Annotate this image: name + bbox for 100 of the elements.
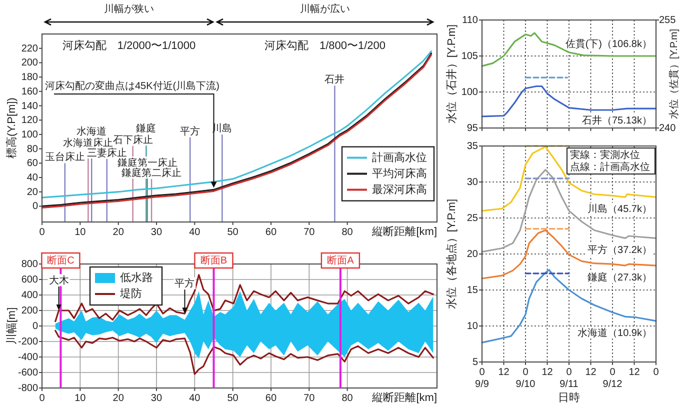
- y-axis-title: 水位（各地点）[Y.P.m]: [444, 198, 458, 310]
- x-tick-label: 12: [498, 366, 510, 378]
- x-tick-label: 80: [342, 392, 354, 404]
- y-tick-label: 20: [466, 248, 478, 260]
- x-tick-label: 50: [227, 392, 239, 404]
- ref-line-label: 石下床止: [112, 134, 153, 146]
- x-tick-label: 12: [542, 366, 554, 378]
- x-tick-label: 30: [150, 226, 162, 238]
- y-tick-label: 800: [21, 258, 38, 270]
- y-tick-label: 200: [21, 57, 38, 68]
- x-tick-label: 20: [112, 226, 124, 238]
- y-tick-label: -800: [18, 382, 38, 394]
- y-tick-label: 400: [21, 290, 38, 301]
- x-tick-label: 70: [304, 226, 316, 238]
- y-tick-label: 0: [32, 320, 38, 332]
- y-axis-title: 川幅[m]: [4, 307, 18, 345]
- text: 川幅が広い: [300, 2, 350, 15]
- line-series: [54, 330, 434, 375]
- y-tick-label: 35: [466, 140, 478, 152]
- ref-line-label: 断面C: [47, 254, 74, 266]
- y-tick-label: 100: [21, 129, 38, 140]
- legend-label: 平均河床高: [372, 166, 427, 180]
- y-tick-label: 220: [21, 42, 38, 54]
- ref-line-label: 三妻床止: [86, 146, 127, 158]
- ref-line-label: 断面A: [327, 254, 354, 266]
- y-tick-label: -600: [18, 367, 38, 378]
- ref-line-label: 水海道: [76, 124, 107, 137]
- x-tick-label: 0: [653, 366, 660, 378]
- x-tick-label: 0 9/9: [475, 366, 490, 390]
- annotation: 平方: [174, 277, 195, 290]
- ref-line-label: 石井: [324, 73, 345, 86]
- y-tick-label: -200: [18, 336, 38, 348]
- series-label: 川島（45.7k）: [588, 202, 652, 215]
- x-tick-label: 0 9/10: [516, 366, 536, 390]
- x-tick-label: 0 9/12: [602, 366, 623, 390]
- y-tick-label: 15: [466, 284, 478, 296]
- x-tick-label: 0 9/11: [560, 366, 579, 390]
- text: 川幅が狭い: [104, 2, 154, 15]
- x-tick-label: 0: [39, 392, 46, 404]
- ref-line-label: 鎌庭第一床止: [117, 156, 178, 169]
- y-tick-label: 110: [462, 14, 478, 26]
- y-tick-label: 25: [466, 212, 478, 224]
- legend-label: 堤防: [119, 286, 142, 300]
- y-tick-label: 40: [26, 172, 38, 184]
- y-tick-label: 120: [21, 114, 38, 126]
- y-tick-label: 0: [32, 200, 38, 212]
- y-tick-label: 20: [26, 186, 38, 198]
- y-tick-label: 600: [21, 274, 38, 286]
- y-tick-label: 80: [26, 143, 38, 154]
- ref-line-label: 玉台床止: [44, 150, 85, 163]
- annotation: 大木: [48, 274, 69, 286]
- x-tick-label: 20: [112, 392, 124, 404]
- x-tick-label: 10: [74, 392, 86, 404]
- legend-label: 最深河床高: [372, 182, 427, 196]
- annotation: 実線：実測水位: [570, 148, 640, 161]
- series-label: 石井（75.13k）: [582, 114, 652, 126]
- x-tick-label: 60: [265, 226, 277, 238]
- y-tick-label: 160: [21, 86, 38, 98]
- x-tick-label: 12: [585, 366, 597, 378]
- series-label: 佐貫(下)（106.8k）: [565, 38, 652, 50]
- x-tick-label: 30: [150, 392, 162, 404]
- series-label: 水海道（10.9k）: [578, 326, 652, 339]
- x-tick-label: 10: [74, 226, 86, 238]
- y-axis-title: 水位（石井）[Y.P.m]: [444, 24, 458, 124]
- x-axis-title: 縦断距離[km]: [371, 390, 437, 404]
- x-tick-label: 50: [227, 226, 239, 238]
- x-tick-label: 70: [304, 392, 316, 404]
- y-axis-title: 標高(Y.P[m]): [4, 98, 18, 158]
- x-axis-title: 縦断距離[km]: [371, 224, 437, 238]
- y-tick-label: 105: [461, 50, 478, 62]
- x-tick-label: 40: [189, 226, 201, 238]
- ref-line-label: 断面B: [200, 254, 228, 266]
- x-tick-label: 60: [265, 392, 277, 404]
- y2-tick-label: 240: [659, 122, 676, 134]
- y-tick-label: 60: [26, 158, 38, 169]
- x-axis-title: 日時: [558, 390, 580, 404]
- annotation: 河床勾配 1/2000〜1/1000: [62, 38, 196, 52]
- y-tick-label: 95: [466, 122, 478, 134]
- y-tick-label: 200: [21, 305, 38, 316]
- annotation: 河床勾配 1/800〜1/200: [264, 38, 386, 52]
- ref-line-label: 鎌庭第二床止: [122, 166, 182, 179]
- annotation: 河床勾配の変曲点は45K付近(川島下流): [45, 80, 220, 92]
- legend-label: 計画高水位: [372, 150, 427, 164]
- y2-axis-title: 水位（佐貫）[Y.P.m]: [668, 28, 680, 120]
- y-tick-label: 5: [472, 356, 478, 368]
- y-tick-label: 140: [21, 100, 38, 112]
- y-tick-label: -400: [18, 352, 38, 363]
- x-tick-label: 12: [628, 366, 640, 378]
- x-tick-label: 40: [189, 392, 201, 404]
- legend-label: 低水路: [120, 270, 153, 284]
- y2-tick-label: 255: [659, 14, 676, 26]
- y-tick-label: 180: [21, 72, 38, 83]
- series-label: 平方（37.2k）: [588, 244, 652, 256]
- x-tick-label: 80: [342, 226, 354, 238]
- annotation: 点線：計画高水位: [570, 160, 650, 173]
- y-tick-label: 10: [466, 320, 478, 332]
- series-label: 鎌庭（27.3k）: [588, 271, 652, 284]
- y-tick-label: 30: [466, 176, 478, 188]
- x-tick-label: 0: [39, 226, 46, 238]
- ref-line-label: 鎌庭: [136, 122, 156, 134]
